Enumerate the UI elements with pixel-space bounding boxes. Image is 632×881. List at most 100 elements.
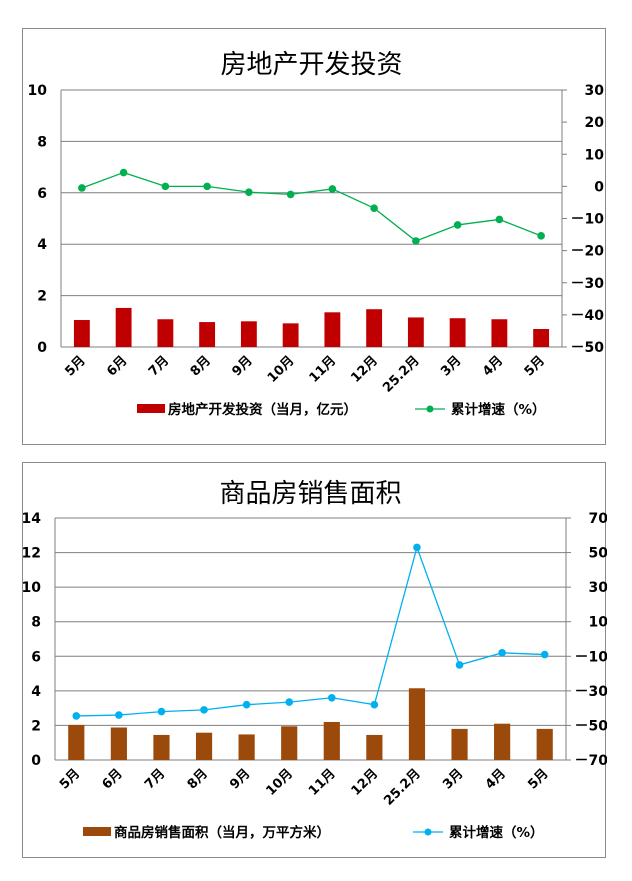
y-left-tick-label: 4 [37, 237, 47, 253]
x-tick-label: 9月 [227, 766, 253, 792]
x-tick-label: 10月 [265, 353, 298, 386]
line-point [370, 700, 379, 709]
y-right-tick-label: 10 [589, 615, 607, 631]
x-tick-label: 12月 [349, 766, 382, 799]
line-point [327, 693, 336, 702]
bar [536, 728, 553, 760]
x-tick-label: 11月 [307, 353, 340, 386]
y-left-tick-label: 10 [23, 580, 41, 596]
legend-line-label: 累计增速（%） [451, 401, 546, 418]
bar [408, 688, 426, 760]
y-right-tick-label: －40 [571, 308, 605, 324]
y-right-tick-label: －50 [575, 718, 607, 734]
y-left-tick-label: 2 [37, 289, 47, 305]
y-left-tick-label: 10 [28, 83, 48, 99]
y-right-tick-label: －10 [575, 649, 607, 665]
y-right-tick-label: －50 [571, 340, 605, 356]
x-tick-label: 3月 [438, 353, 464, 379]
legend-line-marker [424, 828, 432, 836]
x-tick-label: 4月 [480, 353, 506, 379]
y-right-tick-label: －30 [575, 684, 607, 700]
legend-line-marker [426, 405, 434, 413]
legend-bar-label: 房地产开发投资（当月，亿元） [168, 401, 357, 418]
x-tick-label: 8月 [188, 353, 214, 379]
y-right-tick-label: 70 [589, 511, 607, 527]
chart-title: 房地产开发投资 [220, 50, 402, 80]
y-right-tick-label: －20 [571, 244, 605, 260]
y-right-tick-label: 20 [585, 115, 605, 131]
line-point [537, 232, 545, 240]
line-point [328, 185, 337, 193]
line-point [72, 712, 81, 720]
sales-chart-panel: 商品房销售面积 0 2 4 6 8 10 12 14 －70 －50 －30 －10 10 30 50 70 5月… [22, 462, 607, 858]
line-point [242, 700, 251, 709]
y-left-tick-label: 14 [23, 511, 41, 527]
y-left-tick-label: 12 [23, 546, 41, 562]
series-line [81, 171, 542, 242]
line-point [285, 698, 294, 706]
line-point [413, 543, 421, 552]
bar [494, 723, 511, 760]
y-right-tick-label: 30 [585, 83, 605, 99]
bar [323, 721, 340, 760]
y-left-tick-label: 0 [31, 753, 41, 769]
series-line [76, 545, 545, 717]
x-tick-label: 5月 [525, 766, 551, 792]
bar [282, 323, 299, 347]
legend-bar-swatch [137, 404, 165, 413]
y-left-tick-label: 4 [31, 684, 41, 700]
y-left-tick-label: 6 [31, 649, 41, 665]
bar [533, 329, 550, 347]
line-point [157, 707, 166, 716]
line-point [453, 221, 462, 229]
y-right-tick-label: 0 [594, 179, 604, 195]
line-point [412, 237, 420, 245]
line-point [119, 168, 128, 177]
x-tick-label: 3月 [440, 766, 466, 792]
x-tick-label: 25.2月 [380, 353, 422, 395]
bar [73, 320, 90, 347]
invest-chart-panel: 房地产开发投资 0 2 4 6 8 10 －50 －40 －30 －20 －10 0 10 20 30 5月 6月… [22, 28, 606, 445]
x-tick-label: 5月 [57, 766, 83, 792]
bar [238, 734, 255, 760]
y-right-tick-label: 10 [585, 147, 605, 163]
legend-bar-swatch [83, 827, 111, 836]
y-left-tick-label: 8 [31, 615, 41, 631]
y-left-tick-label: 0 [37, 340, 47, 356]
invest-chart: 房地产开发投资 0 2 4 6 8 10 －50 －40 －30 －20 －10 0 10 20 30 5月 6月… [28, 50, 605, 418]
y-right-tick-label: 50 [589, 546, 607, 562]
y-right-tick-label: 30 [589, 580, 607, 596]
bar [240, 321, 257, 347]
x-tick-label: 10月 [263, 766, 296, 799]
line-point [161, 182, 170, 191]
x-tick-label: 7月 [146, 353, 172, 379]
chart-title: 商品房销售面积 [219, 479, 401, 509]
line-point [455, 661, 464, 669]
y-right-tick-label: －30 [571, 276, 605, 292]
x-tick-label: 5月 [522, 353, 548, 379]
bar [115, 307, 132, 347]
legend-bar-label: 商品房销售面积（当月，万平方米） [114, 824, 330, 841]
bar [199, 322, 216, 347]
x-tick-label: 5月 [63, 353, 89, 379]
line-point [540, 650, 549, 659]
bar [451, 728, 468, 760]
x-tick-label: 6月 [100, 766, 126, 792]
bar [366, 734, 383, 760]
line-point [495, 215, 504, 224]
line-point [200, 706, 208, 714]
y-left-tick-label: 6 [37, 186, 47, 202]
y-left-tick-label: 2 [31, 718, 41, 734]
x-tick-label: 25.2月 [381, 766, 423, 808]
x-tick-label: 4月 [483, 766, 509, 792]
x-tick-label: 9月 [230, 353, 256, 379]
y-left-tick-label: 8 [37, 134, 47, 150]
y-right-tick-label: －70 [575, 753, 607, 769]
line-point [245, 188, 253, 196]
bar [281, 726, 298, 760]
bar [195, 732, 213, 760]
line-point [370, 204, 378, 213]
sales-chart: 商品房销售面积 0 2 4 6 8 10 12 14 －70 －50 －30 －10 10 30 50 70 5月… [23, 479, 607, 841]
bar [366, 309, 383, 347]
bar [324, 312, 341, 347]
